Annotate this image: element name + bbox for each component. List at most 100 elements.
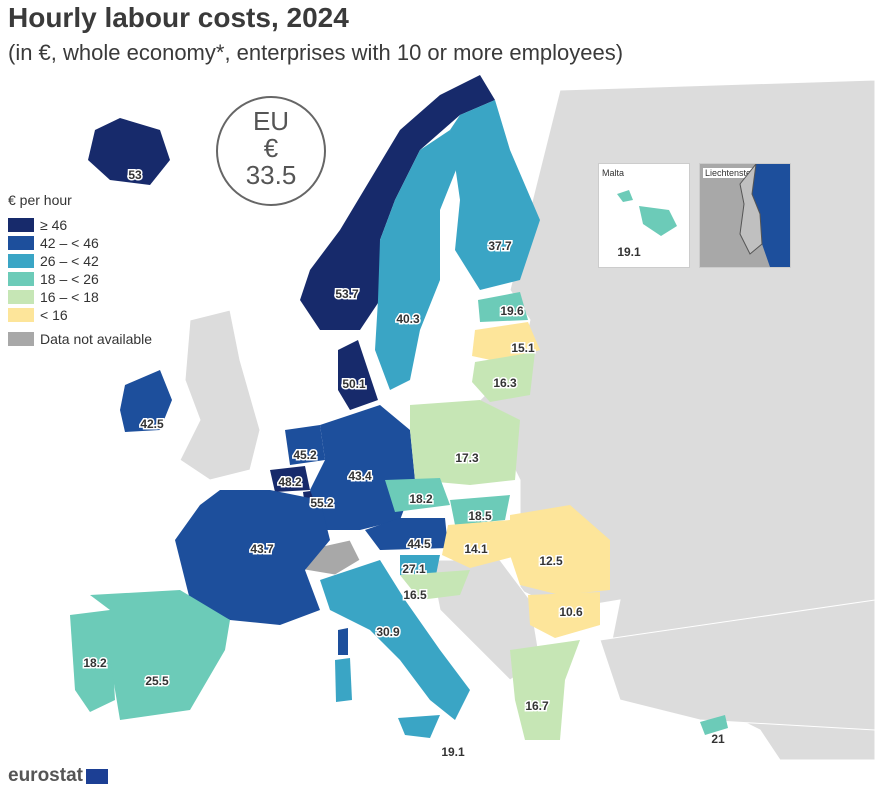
- value-austria: 44.5: [407, 537, 431, 551]
- legend-item-na: Data not available: [8, 330, 152, 348]
- value-portugal: 18.2: [83, 656, 107, 670]
- country-croatia: [400, 570, 470, 600]
- country-latvia: [472, 322, 540, 362]
- source-label: eurostat: [8, 765, 83, 786]
- legend-swatch: [8, 308, 34, 322]
- uk-land: [179, 309, 261, 481]
- country-portugal: [70, 610, 115, 712]
- value-norway: 53.7: [335, 287, 359, 301]
- country-sweden: [375, 130, 460, 390]
- country-italy: [320, 560, 470, 720]
- legend-label: < 16: [40, 307, 68, 323]
- legend-swatch: [8, 236, 34, 250]
- country-spain: [90, 590, 230, 720]
- value-bulgaria: 10.6: [559, 605, 583, 619]
- value-germany: 43.4: [348, 469, 372, 483]
- country-slovenia: [400, 555, 440, 575]
- value-finland: 37.7: [488, 239, 512, 253]
- map-subtitle: (in €, whole economy*, enterprises with …: [8, 40, 624, 65]
- legend-swatch: [8, 290, 34, 304]
- legend-title: € per hour: [8, 192, 72, 208]
- country-belgium: [270, 466, 310, 492]
- value-belgium: 48.2: [278, 475, 302, 489]
- country-denmark: [338, 340, 378, 410]
- country-italy-sicily: [398, 715, 440, 738]
- value-greece: 16.7: [525, 699, 549, 713]
- country-poland: [410, 400, 520, 485]
- map-title: Hourly labour costs, 2024: [8, 2, 349, 33]
- malta-inset-value: 19.1: [617, 245, 641, 259]
- eu-average-badge: EU € 33.5: [216, 96, 326, 206]
- country-cyprus: [700, 715, 728, 735]
- legend-item: 16 – < 18: [8, 288, 152, 306]
- liechtenstein-inset: Liechtenstein: [699, 163, 791, 268]
- value-poland: 17.3: [455, 451, 479, 465]
- country-austria: [365, 518, 448, 550]
- value-slovakia: 18.5: [468, 509, 492, 523]
- value-italy: 30.9: [376, 625, 400, 639]
- value-czechia: 18.2: [409, 492, 433, 506]
- malta-inset: Malta 19.1: [598, 163, 690, 268]
- country-estonia: [478, 292, 528, 322]
- country-italy-sardinia: [335, 658, 352, 702]
- value-latvia: 15.1: [511, 341, 535, 355]
- legend-swatch-na: [8, 332, 34, 346]
- malta-shape: 19.1: [616, 190, 677, 261]
- country-hungary: [442, 520, 520, 568]
- country-czechia: [385, 478, 450, 512]
- value-cyprus: 21: [711, 732, 725, 746]
- value-france: 43.7: [250, 542, 274, 556]
- eu-label: EU: [252, 106, 290, 136]
- legend-item: 42 – < 46: [8, 234, 152, 252]
- value-denmark: 50.1: [342, 377, 366, 391]
- legend-swatch: [8, 254, 34, 268]
- country-france: [175, 490, 330, 625]
- value-luxembourg: 55.2: [310, 496, 334, 510]
- value-hungary: 14.1: [464, 542, 488, 556]
- eurostat-logo: eurostat: [8, 765, 108, 787]
- legend-label: 16 – < 18: [40, 289, 99, 305]
- value-netherlands: 45.2: [293, 448, 317, 462]
- country-norway: [300, 75, 495, 330]
- value-lithuania: 16.3: [493, 376, 517, 390]
- legend-label-na: Data not available: [40, 331, 153, 347]
- value-slovenia: 27.1: [402, 562, 426, 576]
- legend: € per hour ≥ 46 42 – < 46 26 – < 42 18 –…: [8, 192, 152, 348]
- value-estonia: 19.6: [500, 304, 524, 318]
- legend-item: ≥ 46: [8, 216, 152, 234]
- country-lithuania: [472, 352, 535, 402]
- country-germany: [310, 405, 415, 530]
- country-slovakia: [450, 495, 510, 525]
- legend-label: 26 – < 42: [40, 253, 99, 269]
- legend-item: < 16: [8, 306, 152, 324]
- country-romania: [510, 505, 610, 595]
- euro-symbol: €: [263, 133, 279, 163]
- country-netherlands: [285, 425, 325, 465]
- liechtenstein-shape: [739, 164, 790, 267]
- turkey-land: [599, 599, 875, 731]
- legend-item: 18 – < 26: [8, 270, 152, 288]
- malta-inset-label: Malta: [602, 168, 625, 178]
- value-croatia: 16.5: [403, 588, 427, 602]
- country-iceland: [88, 118, 170, 185]
- legend-item: 26 – < 42: [8, 252, 152, 270]
- value-sweden: 40.3: [396, 312, 420, 326]
- country-finland: [450, 100, 540, 290]
- eu-value: 33.5: [245, 160, 297, 190]
- legend-swatch: [8, 272, 34, 286]
- value-spain: 25.5: [145, 674, 169, 688]
- legend-label: ≥ 46: [40, 217, 68, 233]
- value-romania: 12.5: [539, 554, 563, 568]
- legend-swatch: [8, 218, 34, 232]
- eu-flag-icon: [85, 768, 108, 784]
- country-france-corsica: [338, 628, 348, 655]
- liechtenstein-inset-label: Liechtenstein: [703, 168, 761, 178]
- value-malta: 19.1: [441, 745, 465, 759]
- country-ireland: [120, 370, 172, 432]
- legend-label: 18 – < 26: [40, 271, 99, 287]
- country-bulgaria: [528, 592, 600, 638]
- legend-label: 42 – < 46: [40, 235, 99, 251]
- value-ireland: 42.5: [140, 417, 164, 431]
- country-greece: [510, 640, 580, 740]
- value-iceland: 53: [128, 168, 142, 182]
